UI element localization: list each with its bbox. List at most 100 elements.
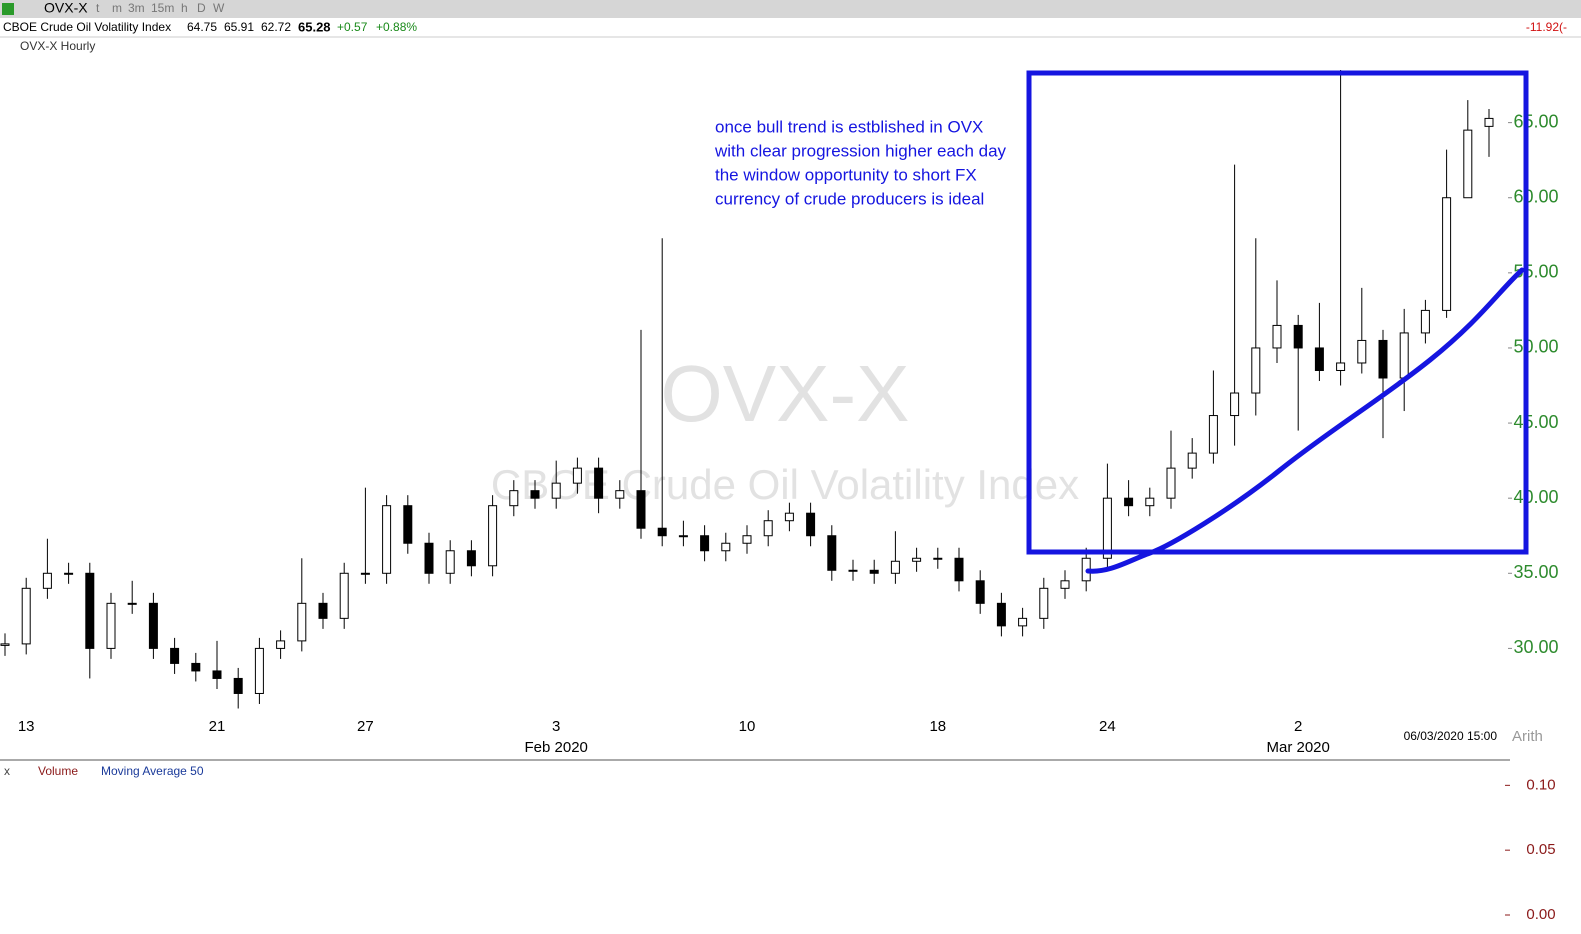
candle-body (1018, 617, 1028, 627)
x-tick-label: 13 (18, 718, 35, 735)
candle-body (0, 643, 10, 646)
x-month-label: Feb 2020 (525, 739, 588, 756)
candle-body (42, 572, 52, 589)
candle-body (1336, 362, 1346, 371)
candle-body (1378, 339, 1388, 379)
candle-body (1145, 497, 1155, 507)
candle-body (127, 602, 137, 605)
interval[interactable]: D (197, 1, 206, 15)
candle-body (1060, 580, 1070, 589)
candle-body (1230, 392, 1240, 417)
annotation: currency of crude producers is ideal (715, 189, 984, 208)
candle-body (784, 512, 794, 522)
y-tick-label: 60.00 (1513, 186, 1558, 206)
candle-body (233, 677, 243, 694)
candle-body (912, 557, 922, 562)
toolbar (0, 0, 1581, 18)
candle-body (848, 569, 858, 572)
interval[interactable]: 3m (128, 1, 145, 15)
candle-body (1484, 117, 1494, 127)
candle-body (954, 557, 964, 582)
volume-pane: 0.00 0.05 0.10 (1505, 776, 1556, 923)
watermark-name: CBOE Crude Oil Volatility Index (491, 461, 1079, 508)
interval[interactable]: m (112, 1, 122, 15)
quote-last: 65.28 (298, 19, 331, 34)
y-tick-label: 40.00 (1513, 487, 1558, 507)
quote-name: CBOE Crude Oil Volatility Index (3, 20, 171, 34)
candle-body (996, 602, 1006, 627)
candle-body (890, 560, 900, 574)
candle-body (148, 602, 158, 649)
candle-body (318, 602, 328, 619)
annotation: with clear progression higher each day (714, 141, 1007, 160)
candle-body (1272, 324, 1282, 349)
candle-body (64, 572, 74, 575)
candle-body (488, 505, 498, 567)
interval[interactable]: 15m (151, 1, 174, 15)
candle-body (212, 670, 222, 679)
candle-body (530, 490, 540, 499)
candle-body (424, 542, 434, 574)
y-tick-label: 35.00 (1513, 562, 1558, 582)
right-change: -11.92(- (1526, 20, 1567, 34)
quote-change: +0.57 (337, 20, 368, 34)
volume-label[interactable]: Volume (38, 764, 78, 778)
scale-mode[interactable]: Arith (1512, 728, 1543, 745)
y-tick-label: 65.00 (1513, 111, 1558, 131)
candle-body (191, 662, 201, 672)
candle-body (594, 467, 604, 499)
candle-body (1357, 339, 1367, 364)
candle-body (721, 542, 731, 552)
candle-body (1314, 347, 1324, 371)
quote-change-pct: +0.88% (376, 20, 417, 34)
candle-body (636, 490, 646, 529)
y-tick-label: 0.05 (1526, 841, 1555, 858)
trend-curve (1085, 267, 1525, 574)
interval[interactable]: h (181, 1, 188, 15)
candle-body (700, 535, 710, 552)
candle-body (551, 482, 561, 499)
candle-body (678, 535, 688, 538)
y-tick-label: 30.00 (1513, 637, 1558, 657)
candle-body (297, 602, 307, 642)
candle-body (933, 557, 943, 560)
y-tick-label: 0.10 (1526, 776, 1555, 793)
candle-body (1039, 587, 1049, 619)
watermark-symbol: OVX-X (661, 349, 910, 438)
highlight-box (1026, 70, 1529, 555)
candle-body (1463, 129, 1473, 199)
candle-body (509, 490, 519, 507)
candle-body (1166, 467, 1176, 499)
annotation: once bull trend is estblished in OVX (715, 117, 983, 136)
candle-body (806, 512, 816, 537)
intervals: t m 3m 15m h D W (96, 1, 225, 15)
ma-label[interactable]: Moving Average 50 (101, 764, 204, 778)
candle-body (1442, 197, 1452, 311)
x-tick-label: 2 (1294, 718, 1302, 735)
candle-body (254, 647, 264, 694)
x-tick-label: 21 (209, 718, 226, 735)
y-tick-label: 50.00 (1513, 337, 1558, 357)
interval[interactable]: W (213, 1, 225, 15)
candle-body (339, 572, 349, 619)
candle-body (1187, 452, 1197, 469)
chart-label[interactable]: OVX-X Hourly (20, 39, 95, 53)
candle-body (1124, 497, 1134, 507)
candle-body (763, 520, 773, 537)
date-stamp: 06/03/2020 15:00 (1404, 729, 1498, 743)
candle-body (21, 587, 31, 645)
symbol[interactable]: OVX-X (44, 0, 88, 16)
candle-body (1251, 347, 1261, 394)
interval[interactable]: t (96, 1, 100, 15)
candle-body (615, 490, 625, 499)
y-tick-label: 0.00 (1526, 906, 1555, 923)
pane-close[interactable]: x (4, 764, 10, 778)
add-button[interactable] (2, 3, 14, 15)
x-tick-label: 10 (739, 718, 756, 735)
annotation: the window opportunity to short FX (715, 165, 977, 184)
quote-low: 62.72 (261, 20, 291, 34)
candle-body (1208, 415, 1218, 454)
candle-body (657, 527, 667, 537)
